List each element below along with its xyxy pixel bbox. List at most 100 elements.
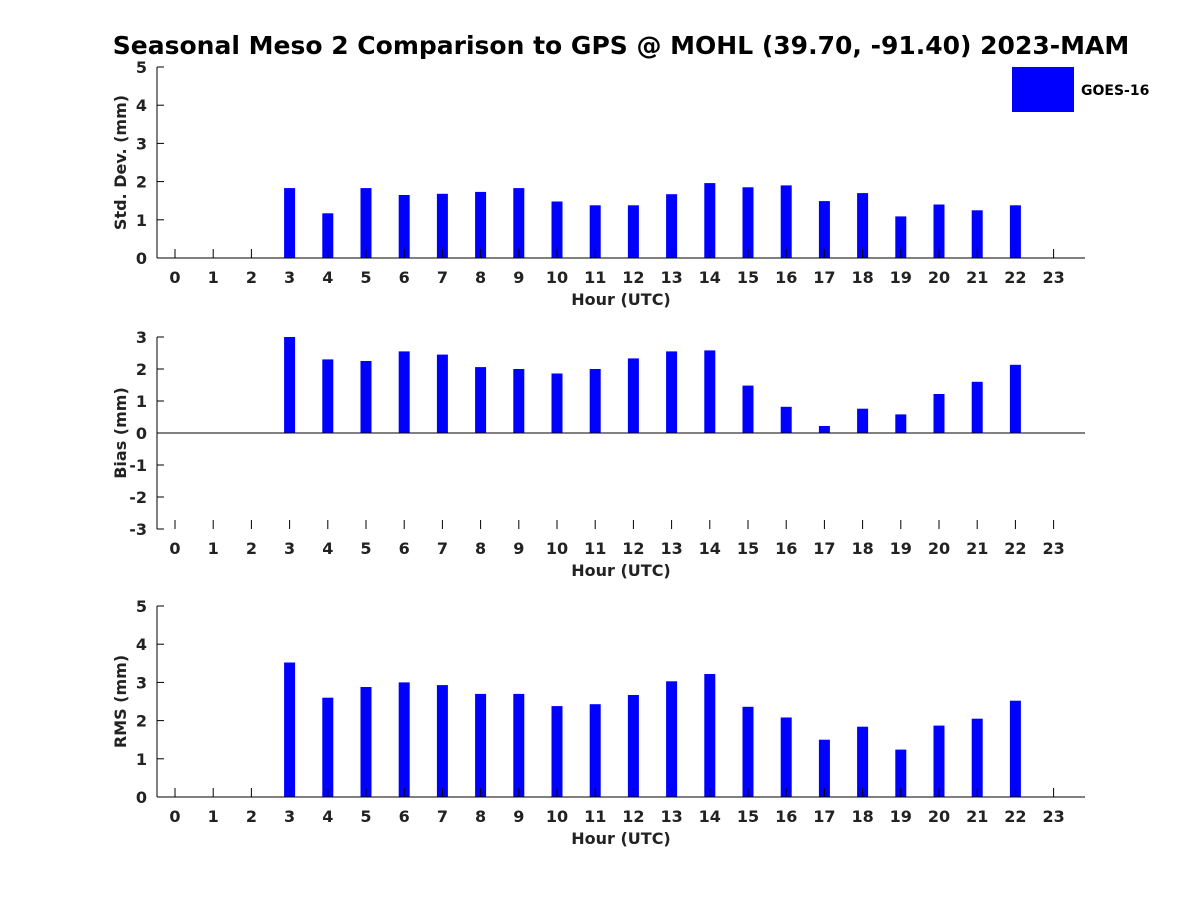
rms-x-axis-label: Hour (UTC) xyxy=(571,829,671,848)
std-x-tick-label: 9 xyxy=(513,268,524,287)
rms-bar-hour-11 xyxy=(589,704,601,797)
std-y-tick-label: 3 xyxy=(136,134,147,153)
std-bar-hour-19 xyxy=(895,216,907,258)
bias-x-tick-label: 21 xyxy=(966,539,988,558)
rms-bar-hour-21 xyxy=(971,718,983,797)
rms-y-axis-label: RMS (mm) xyxy=(111,655,130,748)
bias-bar-hour-20 xyxy=(933,394,945,433)
rms-x-tick-label: 4 xyxy=(322,807,333,826)
std-bar-hour-16 xyxy=(780,185,792,258)
rms-x-tick-label: 6 xyxy=(399,807,410,826)
std-x-tick-label: 11 xyxy=(584,268,606,287)
std-bar-hour-11 xyxy=(589,205,601,258)
legend-label: GOES-16 xyxy=(1081,83,1149,99)
std-x-axis-label: Hour (UTC) xyxy=(571,290,671,309)
std-x-tick-label: 17 xyxy=(813,268,835,287)
rms-x-tick-label: 21 xyxy=(966,807,988,826)
bias-x-tick-label: 23 xyxy=(1042,539,1064,558)
std-x-tick-label: 6 xyxy=(399,268,410,287)
bias-x-tick-label: 2 xyxy=(246,539,257,558)
rms-x-tick-label: 18 xyxy=(851,807,873,826)
rms-x-tick-label: 12 xyxy=(622,807,644,826)
std-x-tick-label: 19 xyxy=(890,268,912,287)
bias-bar-hour-17 xyxy=(818,426,830,433)
rms-bar-hour-10 xyxy=(551,706,563,797)
rms-bar-hour-5 xyxy=(360,687,372,797)
bias-y-tick-label: -2 xyxy=(129,488,147,507)
bias-x-tick-label: 8 xyxy=(475,539,486,558)
bias-bar-hour-19 xyxy=(895,414,907,433)
bias-y-tick-label: 2 xyxy=(136,360,147,379)
std-y-tick-label: 4 xyxy=(136,96,147,115)
rms-x-tick-label: 11 xyxy=(584,807,606,826)
bias-x-tick-label: 13 xyxy=(660,539,682,558)
bias-bar-hour-22 xyxy=(1009,364,1021,433)
rms-y-tick-label: 3 xyxy=(136,673,147,692)
rms-x-tick-label: 23 xyxy=(1042,807,1064,826)
std-x-tick-label: 23 xyxy=(1042,268,1064,287)
rms-bar-hour-4 xyxy=(322,697,334,797)
rms-bar-hour-15 xyxy=(742,706,754,797)
rms-y-tick-label: 1 xyxy=(136,750,147,769)
std-x-tick-label: 5 xyxy=(360,268,371,287)
rms-x-tick-label: 2 xyxy=(246,807,257,826)
std-x-tick-label: 15 xyxy=(737,268,759,287)
rms-y-tick-label: 5 xyxy=(136,597,147,616)
legend-swatch xyxy=(1012,67,1074,112)
std-bar-hour-13 xyxy=(666,194,678,258)
rms-bar-hour-16 xyxy=(780,717,792,797)
std-bar-hour-5 xyxy=(360,188,372,258)
chart-title: Seasonal Meso 2 Comparison to GPS @ MOHL… xyxy=(113,31,1129,60)
rms-bar-hour-18 xyxy=(857,726,869,797)
std-x-tick-label: 18 xyxy=(851,268,873,287)
bias-bar-hour-13 xyxy=(666,351,678,433)
rms-x-tick-label: 20 xyxy=(928,807,950,826)
rms-x-tick-label: 13 xyxy=(660,807,682,826)
rms-bar-hour-6 xyxy=(398,682,410,797)
rms-bar-hour-13 xyxy=(666,681,678,797)
bias-x-tick-label: 10 xyxy=(546,539,568,558)
rms-x-tick-label: 5 xyxy=(360,807,371,826)
rms-x-tick-label: 10 xyxy=(546,807,568,826)
std-x-tick-label: 8 xyxy=(475,268,486,287)
std-x-tick-label: 16 xyxy=(775,268,797,287)
bias-bar-hour-16 xyxy=(780,406,792,433)
bias-x-tick-label: 14 xyxy=(699,539,721,558)
bias-x-tick-label: 17 xyxy=(813,539,835,558)
bias-x-tick-label: 9 xyxy=(513,539,524,558)
std-x-tick-label: 10 xyxy=(546,268,568,287)
rms-x-tick-label: 14 xyxy=(699,807,721,826)
bias-x-tick-label: 3 xyxy=(284,539,295,558)
std-x-tick-label: 13 xyxy=(660,268,682,287)
rms-x-tick-label: 17 xyxy=(813,807,835,826)
rms-x-tick-label: 15 xyxy=(737,807,759,826)
bias-x-tick-label: 22 xyxy=(1004,539,1026,558)
std-bar-hour-3 xyxy=(284,188,296,258)
std-x-tick-label: 12 xyxy=(622,268,644,287)
rms-y-tick-label: 4 xyxy=(136,635,147,654)
bias-x-tick-label: 5 xyxy=(360,539,371,558)
bias-bar-hour-18 xyxy=(857,408,869,433)
rms-bar-hour-7 xyxy=(436,685,448,797)
bias-x-tick-label: 18 xyxy=(851,539,873,558)
rms-bar-hour-12 xyxy=(627,695,639,797)
std-bar-hour-4 xyxy=(322,213,334,258)
bias-x-tick-label: 15 xyxy=(737,539,759,558)
bias-bar-hour-11 xyxy=(589,369,601,433)
rms-bar-hour-14 xyxy=(704,674,716,797)
bias-bar-hour-21 xyxy=(971,381,983,433)
bias-bar-hour-14 xyxy=(704,350,716,433)
std-bar-hour-21 xyxy=(971,210,983,259)
bias-x-tick-label: 16 xyxy=(775,539,797,558)
std-bar-hour-12 xyxy=(627,205,639,258)
std-bar-hour-20 xyxy=(933,204,945,258)
std-bar-hour-9 xyxy=(513,188,525,258)
std-y-tick-label: 0 xyxy=(136,249,147,268)
legend: GOES-16 xyxy=(1012,67,1149,112)
rms-bar-hour-17 xyxy=(818,739,830,797)
rms-x-tick-label: 16 xyxy=(775,807,797,826)
std-bar-hour-17 xyxy=(818,201,830,258)
